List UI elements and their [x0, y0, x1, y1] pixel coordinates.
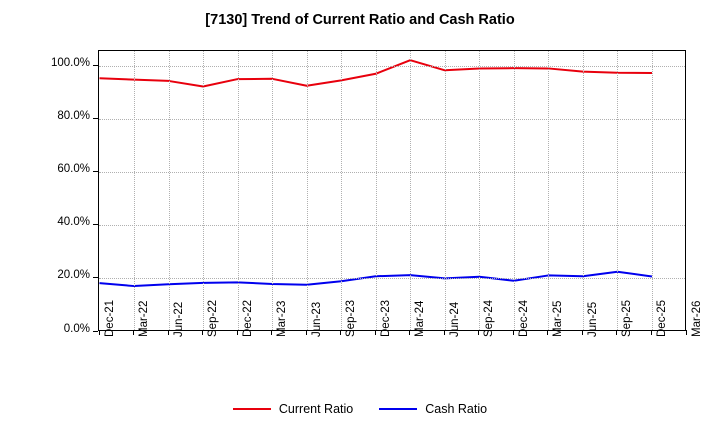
x-tick-label: Mar-23 [276, 300, 289, 337]
gridline-vertical [617, 51, 619, 330]
legend-swatch-current-ratio [232, 408, 271, 410]
gridline-vertical [203, 51, 205, 330]
y-tick-label: 100.0% [50, 56, 90, 69]
gridline-horizontal [99, 278, 685, 280]
x-tick-label: Dec-21 [103, 299, 116, 337]
gridline-vertical [341, 51, 343, 330]
x-tick-label: Mar-24 [414, 300, 427, 337]
legend-label-cash-ratio: Cash Ratio [425, 402, 488, 416]
x-tick-label: Jun-22 [172, 301, 185, 337]
x-tick-mark [616, 330, 618, 335]
legend-swatch-cash-ratio [379, 408, 418, 410]
gridline-vertical [375, 51, 377, 330]
x-tick-mark [685, 330, 687, 335]
gridline-vertical [168, 51, 170, 330]
x-tick-label: Jun-23 [310, 301, 323, 337]
x-tick-label: Dec-23 [379, 299, 392, 337]
plot-area [98, 50, 686, 331]
y-tick-label: 80.0% [57, 109, 90, 122]
x-tick-label: Jun-25 [586, 301, 599, 337]
gridline-vertical [237, 51, 239, 330]
gridline-vertical [444, 51, 446, 330]
gridline-vertical [272, 51, 274, 330]
y-tick-label: 20.0% [57, 269, 90, 282]
gridline-horizontal [99, 65, 685, 67]
x-tick-mark [374, 330, 376, 335]
y-tick-mark [93, 224, 98, 226]
x-tick-label: Sep-23 [345, 299, 358, 337]
y-tick-mark [93, 117, 98, 119]
x-tick-label: Jun-24 [448, 301, 461, 337]
y-tick-label: 40.0% [57, 216, 90, 229]
gridline-horizontal [99, 225, 685, 227]
y-tick-label: 0.0% [63, 322, 90, 335]
chart-legend: Current Ratio Cash Ratio [0, 402, 720, 416]
x-tick-mark [236, 330, 238, 335]
y-tick-mark [93, 64, 98, 66]
x-tick-label: Dec-24 [517, 299, 530, 337]
x-tick-mark [340, 330, 342, 335]
x-tick-mark [478, 330, 480, 335]
gridline-vertical [479, 51, 481, 330]
x-tick-mark [271, 330, 273, 335]
x-tick-mark [581, 330, 583, 335]
gridline-vertical [410, 51, 412, 330]
x-tick-label: Dec-22 [241, 299, 254, 337]
x-tick-mark [443, 330, 445, 335]
gridline-horizontal [99, 172, 685, 174]
x-tick-mark [98, 330, 100, 335]
x-tick-mark [305, 330, 307, 335]
legend-item-cash-ratio: Cash Ratio [379, 402, 487, 416]
gridline-vertical [306, 51, 308, 330]
x-tick-label: Sep-25 [621, 299, 634, 337]
gridline-vertical [582, 51, 584, 330]
gridline-horizontal [99, 118, 685, 120]
series-layer [99, 59, 653, 288]
x-tick-label: Sep-24 [483, 299, 496, 337]
x-tick-mark [133, 330, 135, 335]
gridline-vertical [513, 51, 515, 330]
x-tick-mark [512, 330, 514, 335]
y-tick-mark [93, 330, 98, 332]
x-tick-mark [547, 330, 549, 335]
gridline-vertical [134, 51, 136, 330]
legend-item-current-ratio: Current Ratio [232, 402, 354, 416]
x-tick-mark [167, 330, 169, 335]
gridline-vertical [651, 51, 653, 330]
x-tick-label: Mar-22 [138, 300, 151, 337]
x-tick-label: Sep-22 [207, 299, 220, 337]
y-tick-label: 60.0% [57, 163, 90, 176]
chart-title: [7130] Trend of Current Ratio and Cash R… [205, 12, 515, 28]
y-tick-mark [93, 277, 98, 279]
x-tick-label: Mar-26 [690, 300, 703, 337]
x-tick-mark [409, 330, 411, 335]
gridline-vertical [548, 51, 550, 330]
x-tick-label: Dec-25 [655, 299, 668, 337]
x-tick-mark [650, 330, 652, 335]
x-tick-mark [202, 330, 204, 335]
legend-label-current-ratio: Current Ratio [278, 402, 354, 416]
x-tick-label: Mar-25 [552, 300, 565, 337]
y-tick-mark [93, 171, 98, 173]
